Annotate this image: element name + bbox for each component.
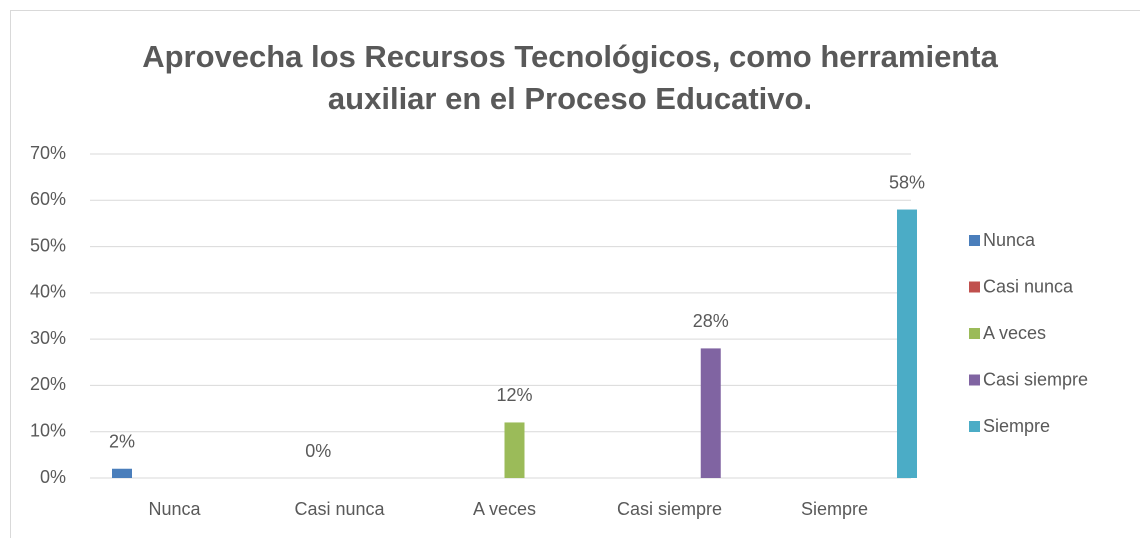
y-tick-label: 50% [30,235,66,255]
legend-label: Casi nunca [983,276,1074,296]
x-tick-label: Casi siempre [617,499,722,519]
bar [504,422,525,478]
chart-title: Aprovecha los Recursos Tecnológicos, com… [142,39,998,116]
bar [112,468,132,478]
y-tick-label: 20% [30,374,66,394]
data-label: 2% [109,431,135,451]
legend-label: A veces [983,323,1046,343]
legend-swatch [969,421,980,432]
y-tick-label: 40% [30,282,66,302]
bar [897,209,917,479]
y-tick-label: 0% [40,467,66,487]
y-tick-label: 70% [30,143,66,163]
legend-label: Casi siempre [983,369,1088,389]
legend-swatch [969,328,980,339]
legend-swatch [969,374,980,386]
y-tick-label: 60% [30,189,66,209]
data-label: 58% [889,172,925,192]
x-tick-label: Siempre [801,499,868,519]
y-tick-label: 30% [30,328,66,348]
data-label: 12% [496,385,532,405]
data-label: 0% [305,441,331,461]
data-label: 28% [693,311,729,331]
legend-swatch [969,235,980,246]
chart-frame [10,10,1140,538]
x-tick-label: Nunca [148,499,201,519]
legend-label: Nunca [983,230,1036,250]
legend-label: Siempre [983,416,1050,436]
y-tick-label: 10% [30,420,66,440]
x-tick-label: A veces [473,499,536,519]
bar [700,348,721,478]
legend-swatch [969,281,980,293]
x-tick-label: Casi nunca [294,499,385,519]
